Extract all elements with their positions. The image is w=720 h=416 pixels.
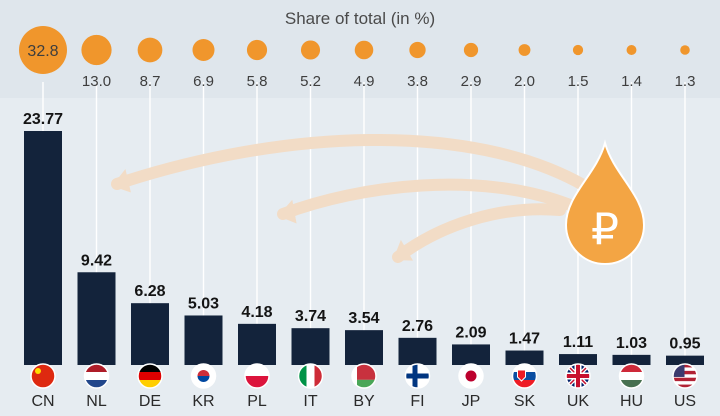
bar: [184, 315, 223, 365]
flag-border: [137, 363, 163, 389]
bar: [398, 337, 437, 365]
value-label: 1.47: [509, 331, 540, 348]
flag-de-icon: [138, 364, 162, 388]
share-label: 4.9: [354, 73, 375, 90]
flag-by-icon: [352, 364, 376, 388]
curved-arrow: [111, 133, 591, 192]
flag-border: [83, 363, 110, 389]
category-label: BY: [353, 393, 375, 410]
flag-border: [618, 363, 645, 389]
share-label: 5.2: [300, 73, 321, 90]
bar: [24, 131, 62, 365]
share-bubble: [300, 40, 321, 60]
ruble-oil-drop-icon: [564, 139, 646, 265]
category-label: US: [674, 393, 696, 410]
share-bubble: [246, 39, 268, 61]
share-title: Share of total (in %): [284, 9, 436, 28]
flag-border: [404, 363, 431, 389]
category-label: HU: [620, 393, 643, 410]
share-label: 3.8: [407, 73, 428, 90]
value-label: 23.77: [23, 111, 63, 128]
share-bubble: [518, 44, 531, 56]
bar: [559, 354, 597, 365]
bar: [291, 328, 330, 365]
share-label: 6.9: [193, 73, 214, 90]
value-label: 3.54: [348, 310, 379, 327]
arrow-head: [278, 199, 297, 224]
share-label: 2.9: [461, 73, 482, 90]
value-label: 2.09: [455, 324, 486, 341]
flag-border: [351, 363, 377, 389]
share-bubble: [680, 45, 690, 55]
flag-border: [511, 363, 538, 389]
share-bubble: [354, 40, 374, 60]
share-label: 32.8: [27, 43, 58, 60]
bar: [452, 344, 490, 365]
flag-it-icon: [298, 364, 323, 388]
share-label: 8.7: [140, 73, 161, 90]
share-label: 5.8: [247, 73, 268, 90]
share-label: 1.3: [675, 73, 696, 90]
arrow-head: [393, 239, 413, 261]
value-label: 0.95: [669, 336, 700, 353]
curved-arrow: [277, 178, 576, 220]
ruble-symbol: ₽: [591, 205, 619, 254]
flag-border: [30, 363, 56, 389]
value-label: 6.28: [134, 283, 165, 300]
share-label: 1.4: [621, 73, 642, 90]
share-bubble: [409, 41, 426, 59]
share-bubble: [81, 34, 112, 66]
category-label: JP: [462, 393, 481, 410]
share-bubble: [137, 37, 163, 63]
share-bubble: [463, 42, 479, 58]
flag-border: [672, 363, 698, 389]
flag-pl-icon: [245, 364, 269, 388]
category-label: UK: [567, 393, 590, 410]
value-label: 1.03: [616, 335, 647, 352]
category-label: IT: [303, 393, 317, 410]
value-label: 3.74: [295, 308, 326, 325]
bar: [238, 323, 276, 365]
category-label: KR: [192, 393, 214, 410]
share-bubble: [19, 26, 67, 74]
bar: [345, 330, 383, 365]
bar: [131, 303, 169, 365]
value-label: 1.11: [563, 334, 593, 351]
category-label: PL: [247, 393, 267, 410]
value-label: 9.42: [81, 252, 112, 269]
bar: [666, 355, 704, 365]
bar: [612, 354, 651, 365]
value-label: 5.03: [188, 295, 219, 312]
category-label: CN: [31, 393, 54, 410]
flag-border: [190, 363, 217, 389]
flag-hu-icon: [619, 364, 644, 388]
flag-border: [458, 363, 484, 389]
category-label: NL: [86, 393, 107, 410]
flag-border: [565, 363, 591, 389]
value-label: 4.18: [241, 304, 272, 321]
category-label: FI: [410, 393, 424, 410]
curved-arrow: [392, 203, 566, 263]
value-label: 2.76: [402, 318, 433, 335]
share-label: 1.5: [568, 73, 589, 90]
flag-border: [244, 363, 270, 389]
category-label: SK: [514, 393, 536, 410]
arrow-head: [112, 169, 131, 193]
flag-sk-icon: [512, 364, 537, 388]
bar: [77, 272, 116, 365]
share-label: 2.0: [514, 73, 535, 90]
share-bubble: [626, 45, 637, 55]
share-label: 13.0: [82, 73, 111, 90]
flag-nl-icon: [84, 364, 109, 388]
bar: [505, 350, 544, 365]
flag-border: [297, 363, 324, 389]
category-label: DE: [139, 393, 161, 410]
share-bubble: [572, 44, 584, 56]
share-bubble: [192, 38, 215, 62]
